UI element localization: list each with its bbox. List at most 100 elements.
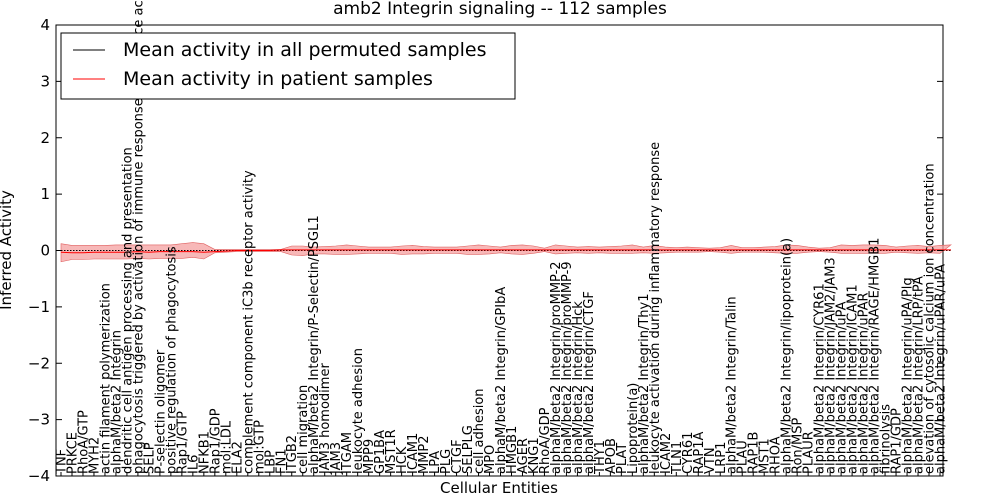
x-tick-label: HMGB1	[505, 426, 520, 474]
x-tick-label: mol:LDL	[219, 420, 234, 474]
y-axis-label: Inferred Activity	[0, 190, 15, 310]
x-tick-label: RAP1/GDP	[890, 408, 905, 474]
x-tick-label: positive regulation of phagocytosis	[164, 246, 179, 474]
series-line-patient	[60, 249, 951, 254]
x-tick-label: JAM3 homodimer	[318, 363, 333, 475]
x-tick-label: leukocyte adhesion	[351, 348, 366, 474]
band-area	[60, 242, 952, 263]
x-tick-label: RhoA/GTP	[77, 410, 92, 474]
x-tick-label: Rap1/GDP	[208, 408, 223, 474]
x-tick-label: alphaM/beta2 Integrin/Thy1	[637, 294, 652, 475]
x-tick-label: CTGF	[450, 439, 465, 474]
x-tick-label: SELPLG	[461, 425, 476, 474]
x-tick-label: LPA	[428, 451, 443, 474]
series-lines	[60, 249, 951, 254]
x-tick-label: ICAM1	[406, 433, 421, 474]
x-axis-label: Cellular Entities	[440, 479, 558, 497]
legend-label-patient: Mean activity in patient samples	[123, 68, 433, 90]
x-tick-label: mol:GTP	[252, 420, 267, 474]
x-tick-label: Ron/MSP	[791, 418, 806, 474]
y-axis: −4 −3 −2 −1 0 1 2 3 4	[28, 16, 943, 485]
x-tick-label: PLAT	[615, 443, 630, 474]
x-tick-label: AGER	[516, 438, 531, 474]
legend-box	[60, 32, 516, 100]
x-tick-label: alphaM/beta2 Integrin/CYR61	[813, 283, 828, 474]
x-tick-label: MYH2	[88, 437, 103, 474]
x-tick-label: alphaM/beta2 Integrin/uPA	[835, 301, 850, 474]
y-tick-label: 4	[40, 16, 50, 34]
x-tick-label: alphaM/beta2 Integrin/lipoprotein(a)	[780, 238, 795, 474]
x-tick-label: alphaM/beta2 Integrin/GPIbA	[494, 287, 509, 474]
x-tick-label: PLAUR	[802, 431, 817, 474]
x-tick-label: MST1R	[384, 429, 399, 474]
x-tick-label: RhoA/GDP	[538, 407, 553, 474]
x-tick-label: alphaM/beta2 Integrin/proMMP-2	[549, 261, 564, 474]
x-tick-label: actin filament polymerization	[99, 283, 114, 474]
x-tick-label: alphaM/beta2 Integrin/proMMP-9	[560, 261, 575, 474]
x-tick-label: P-selectin oligomer	[153, 349, 168, 474]
x-tick-label: RAP1B	[747, 432, 762, 474]
x-tick-label: alphaM/beta2 Integrin/ICAM1	[846, 284, 861, 474]
x-tick-label: elevation of cytosolic calcium ion conce…	[923, 163, 938, 474]
x-tick-label: MMP2	[417, 435, 432, 474]
x-tick-label: GP1BA	[373, 430, 388, 474]
chart-title: amb2 Integrin signaling -- 112 samples	[333, 0, 667, 19]
plot-area: −4 −3 −2 −1 0 1 2 3 4 TNFPRKCERhoA/GTPMYH2actin …	[28, 0, 952, 485]
x-tick-label: PRKCE	[66, 432, 81, 474]
y-tick-label: 2	[40, 129, 50, 147]
x-tick-label: MPP9	[362, 439, 377, 474]
x-tick-label: alphaM/beta2 Integrin/CTGF	[582, 291, 597, 474]
x-tick-label: TNF	[55, 449, 70, 475]
x-tick-label: cell adhesion	[472, 388, 487, 474]
x-tick-label: NFKB1	[197, 431, 212, 474]
x-tick-label: HCK	[395, 446, 410, 474]
x-tick-label: APOB	[604, 438, 619, 474]
y-tick-label: −2	[28, 354, 50, 372]
x-tick-label: ITGAM	[340, 432, 355, 474]
x-tick-label: alphaM/beta2 Integrin/Hck	[571, 301, 586, 474]
confidence-band	[60, 242, 952, 263]
x-tick-label: CYR61	[681, 432, 696, 474]
x-tick-label: LRP1	[714, 442, 729, 474]
x-tick-label: SELP	[142, 442, 157, 474]
x-tick-label: phagocytosis triggered by activation of …	[131, 0, 146, 474]
y-tick-label: −4	[28, 467, 50, 485]
x-tick-label: RHOA	[769, 436, 784, 474]
x-tick-label: Rap1/GTP	[175, 411, 190, 474]
x-tick-label: MST1	[758, 438, 773, 474]
x-tick-label: VTN	[703, 447, 718, 474]
y-tick-label: −3	[28, 411, 50, 429]
x-tick-label: alphaM/beta2 Integrin/LRP/tPA	[912, 276, 927, 474]
x-tick-label: alphaM/beta2 Integrin/uPA/Plg	[901, 277, 916, 474]
x-tick-label: alphaM/beta2 Integrin/P-Selectin/PSGL1	[307, 215, 322, 474]
x-tick-label: Lipoprotein(a)	[626, 383, 641, 474]
x-tick-label: alphaM/beta2 Integrin/JAM2/JAM3	[824, 257, 839, 474]
y-tick-label: −1	[28, 298, 50, 316]
legend: Mean activity in all permuted samples Me…	[60, 32, 516, 100]
x-tick-label: leukocyte activation during inflammatory…	[648, 142, 663, 474]
x-tick-label: alphaM/beta2 Integrin/uPAR/uPA	[934, 264, 949, 474]
x-tick-label: fibrinolysis	[879, 404, 894, 474]
x-tick-label: TLN1	[670, 441, 685, 475]
x-tick-label: IL6	[186, 455, 201, 474]
y-tick-label: 0	[40, 242, 50, 260]
x-tick-label: MPO	[483, 445, 498, 474]
x-tick-label: dendritic cell antigen processing and pr…	[120, 147, 135, 474]
x-tick-label: alphaM/beta2 Integrin/RAGE/HMGB1	[868, 238, 883, 474]
x-tick-label: THY1	[593, 440, 608, 475]
x-tick-label: ITGB2	[285, 435, 300, 474]
x-tick-label: LBP	[263, 450, 278, 474]
x-tick-label: FN1	[274, 449, 289, 474]
x-tick-label: alphaM/beta2 Integrin	[109, 330, 124, 474]
x-tick-label: alphaM/beta2 Integrin/Talin	[725, 296, 740, 474]
x-tick-label: KNG1	[527, 437, 542, 474]
y-tick-label: 3	[40, 72, 50, 90]
x-tick-label: ELA2	[230, 441, 245, 474]
x-tick-label: RAP1A	[692, 431, 707, 474]
x-tick-label: ICAM2	[659, 433, 674, 474]
y-tick-label: 1	[40, 185, 50, 203]
x-tick-label: complement component iC3b receptor activ…	[241, 170, 256, 474]
x-tick-label: PLG	[439, 449, 454, 474]
